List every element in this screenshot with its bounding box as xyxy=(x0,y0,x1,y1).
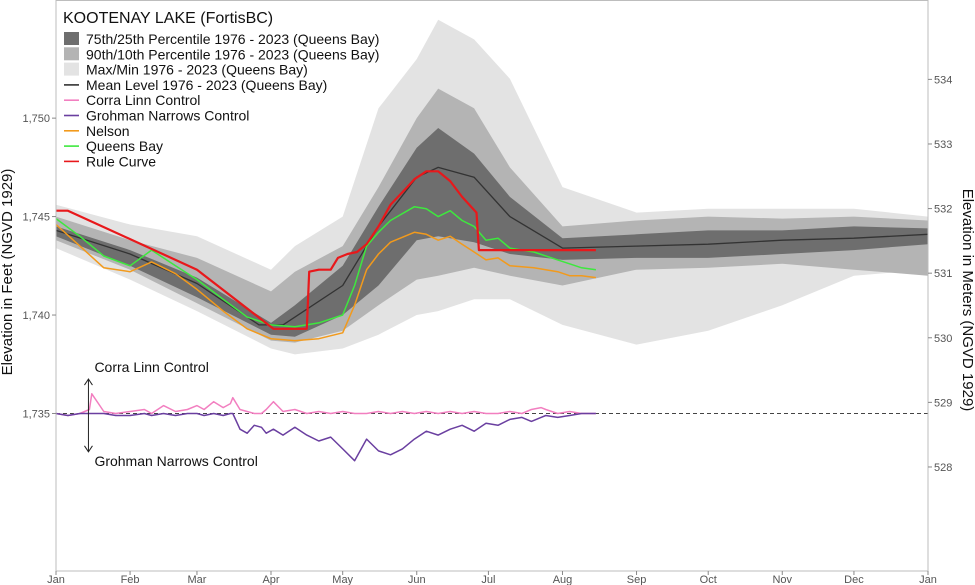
y-axis-label-left: Elevation in Feet (NGVD 1929) xyxy=(0,169,16,376)
x-tick-label: Jun xyxy=(408,574,426,585)
annotation-arrow-head-up xyxy=(84,378,93,386)
y-tick-label-right: 532 xyxy=(934,204,952,216)
legend-label-grohman-narrows-control: Grohman Narrows Control xyxy=(86,108,249,124)
legend-label-75th-25th-percentile-1976-2023-queens-bay: 75th/25th Percentile 1976 - 2023 (Queens… xyxy=(86,31,379,47)
series-nelson xyxy=(55,223,596,342)
annotation-corra-linn: Corra Linn Control xyxy=(94,359,208,375)
legend-label-90th-10th-percentile-1976-2023-queens-bay: 90th/10th Percentile 1976 - 2023 (Queens… xyxy=(86,46,379,62)
legend-label-corra-linn-control: Corra Linn Control xyxy=(86,92,200,108)
y-tick-label-right: 530 xyxy=(934,333,952,345)
y-tick-label-right: 531 xyxy=(934,268,952,280)
data-series xyxy=(55,166,929,462)
legend-swatch-90th-10th-percentile-1976-2023-queens-bay xyxy=(64,47,79,61)
legend-label-max-min-1976-2023-queens-bay: Max/Min 1976 - 2023 (Queens Bay) xyxy=(86,62,308,78)
x-tick-label: Jan xyxy=(919,574,937,585)
legend-label-rule-curve: Rule Curve xyxy=(86,153,156,169)
x-tick-label: Feb xyxy=(121,574,140,585)
series-corra-linn-control xyxy=(55,393,596,417)
series-queens-bay xyxy=(55,205,596,328)
legend-swatch-75th-25th-percentile-1976-2023-queens-bay xyxy=(64,32,79,45)
legend-swatch-max-min-1976-2023-queens-bay xyxy=(64,62,79,76)
annotation-arrow-head-down xyxy=(84,445,93,453)
x-tick-label: Mar xyxy=(187,574,206,585)
x-tick-label: Nov xyxy=(772,574,792,585)
y-tick-label-right: 529 xyxy=(934,397,952,409)
x-tick-label: Sep xyxy=(627,574,647,585)
band-75th-25th-percentile-1976-2023-queens-bay xyxy=(56,128,928,337)
y-tick-label-right: 528 xyxy=(934,462,952,474)
x-tick-label: Apr xyxy=(262,574,279,585)
plot-frame xyxy=(55,0,929,572)
y-tick-label-left: 1,745 xyxy=(22,212,50,224)
y-tick-label-left: 1,750 xyxy=(22,113,50,125)
legend: 75th/25th Percentile 1976 - 2023 (Queens… xyxy=(64,31,379,169)
x-tick-label: Aug xyxy=(553,574,573,585)
legend-label-mean-level-1976-2023-queens-bay: Mean Level 1976 - 2023 (Queens Bay) xyxy=(86,77,327,93)
x-tick-label: Jan xyxy=(47,574,65,585)
series-rule-curve xyxy=(56,170,596,330)
y-axis-label-right: Elevation in Meters (NGVD 1929) xyxy=(959,189,975,412)
y-tick-label-left: 1,735 xyxy=(22,408,50,420)
legend-label-queens-bay: Queens Bay xyxy=(86,138,163,154)
x-tick-label: Dec xyxy=(844,574,864,585)
control-annotations: Corra Linn Control Grohman Narrows Contro… xyxy=(84,359,258,469)
y-tick-label-right: 534 xyxy=(934,74,952,86)
chart-title: KOOTENAY LAKE (FortisBC) xyxy=(63,10,273,27)
x-tick-label: Oct xyxy=(700,574,717,585)
x-tick-label: May xyxy=(332,574,353,585)
annotation-grohman-narrows: Grohman Narrows Control xyxy=(94,453,257,469)
y-tick-label-right: 533 xyxy=(934,139,952,151)
y-tick-label-left: 1,740 xyxy=(22,310,50,322)
percentile-bands xyxy=(56,19,928,355)
legend-label-nelson: Nelson xyxy=(86,123,130,139)
series-grohman-narrows-control xyxy=(55,412,596,462)
x-tick-label: Jul xyxy=(481,574,495,585)
axes: Jan Feb Mar Apr May Jun Jul Aug Sep Oct Nov Dec Jan 1… xyxy=(22,74,952,585)
